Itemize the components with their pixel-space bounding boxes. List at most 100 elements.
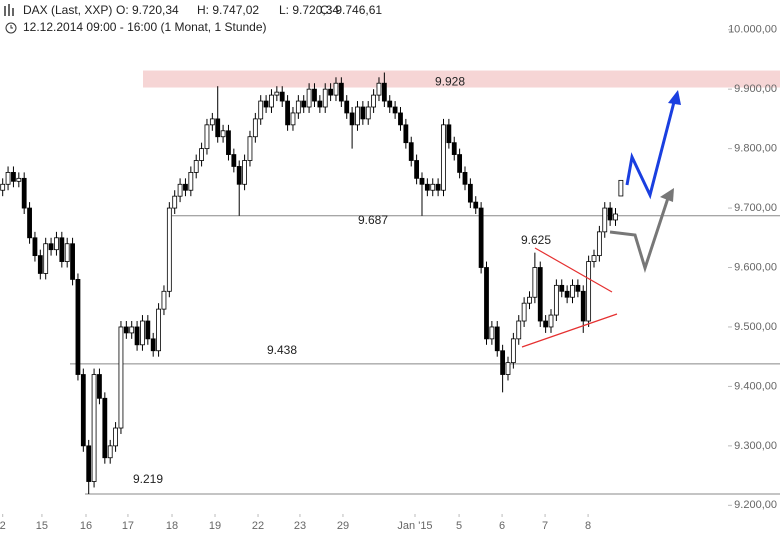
candle-body (102, 397, 108, 459)
candle-body (398, 112, 403, 126)
candle-body (285, 100, 290, 126)
candle-body (48, 243, 54, 251)
candle-body (419, 177, 425, 185)
x-tick-label: 16 (80, 520, 92, 532)
candle-body (301, 100, 307, 108)
candle-body (537, 267, 543, 322)
candle-body (430, 183, 436, 191)
candle-body (408, 142, 414, 161)
y-tick-label: 9.300,00 (734, 440, 777, 452)
candle-body (91, 374, 97, 482)
x-tick-label: 5 (456, 520, 462, 532)
x-tick-label: 18 (166, 520, 178, 532)
annotation-label: 9.625 (521, 233, 551, 247)
candle-body (113, 427, 118, 447)
candle-body (306, 88, 312, 108)
candle-body (252, 118, 258, 138)
ohlc-low: L: 9.720,34 (279, 3, 339, 17)
candle-body (580, 290, 586, 322)
x-tick-label: 22 (252, 520, 264, 532)
candle-body (435, 183, 441, 191)
candle-body (467, 183, 473, 203)
y-tick-label: 9.500,00 (734, 321, 777, 333)
candle-body (527, 296, 532, 304)
y-tick-label: 9.700,00 (734, 202, 777, 214)
ohlc-close: C: 9.746,61 (320, 3, 382, 17)
candle-body (328, 88, 333, 96)
candle-body (371, 94, 377, 108)
candle-body (376, 82, 382, 96)
candle-body (505, 362, 511, 375)
candle-body (204, 124, 210, 150)
candle-body (231, 154, 237, 167)
x-tick-label: 19 (209, 520, 221, 532)
x-tick-label: 6 (499, 520, 505, 532)
candle-body (86, 445, 92, 482)
candle-body (236, 166, 242, 185)
candle-body (32, 237, 38, 257)
x-tick-label: 7 (542, 520, 548, 532)
candle-body (575, 284, 581, 292)
candle-body (199, 148, 204, 161)
candle-body (161, 290, 167, 310)
candle-body (193, 160, 199, 173)
candle-body (360, 106, 366, 120)
instrument: DAX (Last, XXP) (23, 3, 112, 17)
level-label: 9.219 (133, 472, 163, 486)
candle-body (494, 326, 500, 352)
candle-body (134, 326, 140, 346)
candle-body (258, 100, 264, 120)
candle-body (446, 124, 452, 144)
triangle (521, 247, 618, 348)
candle-body (269, 94, 274, 108)
candle-body (457, 154, 463, 173)
candle-body (11, 171, 16, 182)
candle-body (564, 290, 570, 298)
candle-body (521, 302, 527, 322)
y-tick-label: 9.200,00 (734, 499, 777, 511)
candle-body (392, 106, 398, 114)
candle-body (64, 243, 70, 262)
candle-body (591, 255, 597, 262)
candle-body (365, 106, 371, 120)
candle-body (279, 91, 285, 102)
candle-body (140, 320, 145, 346)
candle-body (381, 82, 387, 102)
candle-body (312, 88, 317, 102)
candle-body (274, 91, 280, 96)
candle-body (424, 183, 430, 191)
candle-body (532, 267, 538, 298)
candle-body (242, 160, 247, 185)
candle-body (559, 284, 565, 292)
candle-body (80, 374, 86, 447)
candle-body (54, 237, 59, 251)
candle-body (209, 118, 215, 126)
candle-body (570, 284, 575, 298)
candle-body (387, 100, 393, 108)
ohlc-open: O: 9.720,34 (116, 3, 179, 17)
candle-body (0, 183, 6, 191)
candle-body (338, 82, 344, 102)
candle-body (543, 320, 549, 328)
level-label: 9.438 (267, 343, 297, 357)
candle-body (118, 326, 124, 429)
candle-body (516, 320, 522, 340)
candle-body (403, 124, 409, 144)
candle-body (295, 100, 301, 114)
candle-body (414, 160, 420, 179)
ohlc-high: H: 9.747,02 (197, 3, 259, 17)
gray-arrow (609, 197, 670, 273)
candle-body (553, 284, 559, 316)
candle-body (602, 207, 608, 233)
candle-body (618, 179, 624, 197)
y-tick-label: 9.400,00 (734, 380, 777, 392)
candle-body (349, 112, 355, 126)
candle-body (607, 207, 613, 221)
y-tick-label: 9.800,00 (734, 143, 777, 155)
gray-arrow-head (660, 188, 674, 202)
candle-body (473, 201, 479, 209)
candle-body (462, 171, 468, 185)
candle-body (500, 350, 506, 375)
drawings (521, 90, 681, 348)
